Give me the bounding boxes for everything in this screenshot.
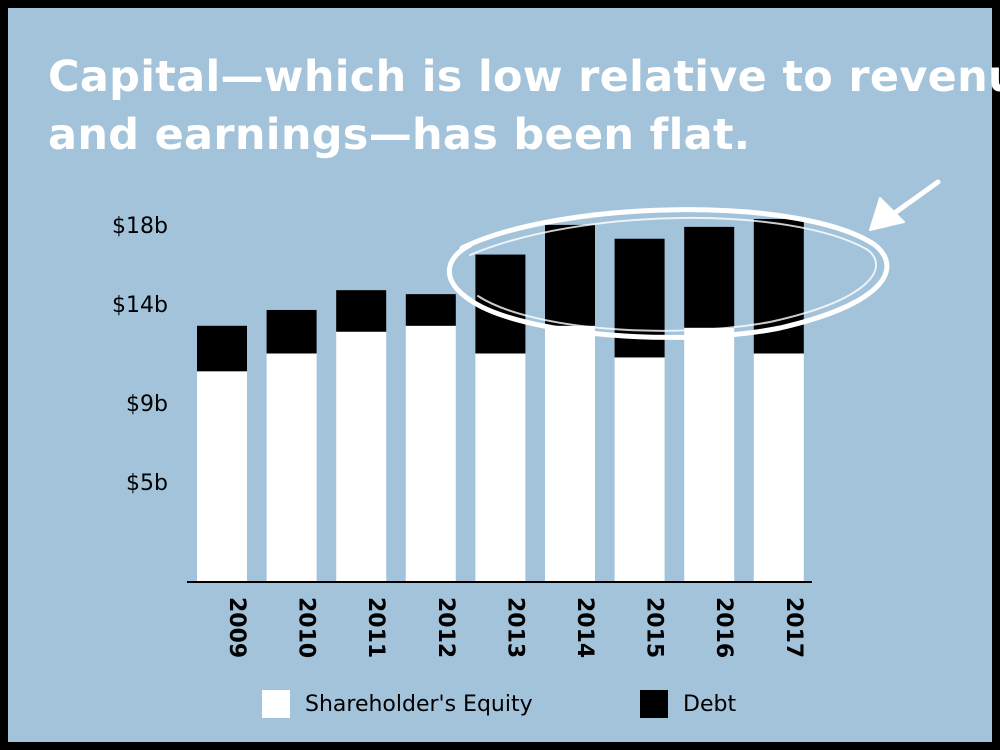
x-tick-label-2015: 2015 <box>642 597 667 658</box>
x-tick-label-2013: 2013 <box>502 597 527 658</box>
x-tick-label-2017: 2017 <box>781 597 806 658</box>
x-tick-label-2012: 2012 <box>433 597 458 658</box>
bar-equity-2010 <box>266 353 317 581</box>
chart-title-line-1: Capital—which is low relative to revenue <box>48 52 1000 102</box>
bar-debt-2010 <box>266 309 317 354</box>
y-tick-labels: $5b $9b $14b $18b <box>112 214 168 496</box>
bar-equity-2009 <box>197 371 247 581</box>
bar-equity-2017 <box>753 353 804 581</box>
bar-debt-2013 <box>475 254 526 354</box>
legend-item-debt: Debt <box>640 690 736 718</box>
bar-debt-2009 <box>197 325 247 372</box>
legend-label-equity: Shareholder's Equity <box>305 691 533 717</box>
chart-title-line-2: and earnings—has been flat. <box>48 110 751 160</box>
legend-swatch-equity <box>262 690 290 718</box>
legend-swatch-debt <box>640 690 668 718</box>
legend-label-debt: Debt <box>683 691 737 717</box>
x-tick-label-2009: 2009 <box>224 597 249 658</box>
highlight-annotation <box>446 179 941 340</box>
arrow-head <box>869 197 905 231</box>
y-tick-label-5b: $5b <box>126 471 168 496</box>
y-tick-label-9b: $9b <box>126 392 168 417</box>
bar-equity-2016 <box>684 327 735 581</box>
y-tick-label-14b: $14b <box>112 293 168 318</box>
bar-debt-2014 <box>545 224 595 326</box>
bar-equity-2011 <box>336 331 387 581</box>
y-tick-label-18b: $18b <box>112 214 168 239</box>
x-tick-label-2011: 2011 <box>363 597 388 658</box>
x-tick-label-2010: 2010 <box>294 597 319 658</box>
x-tick-labels: 2009 2010 2011 2012 2013 2014 2015 2016 2017 <box>224 597 806 658</box>
highlight-circle <box>446 207 890 340</box>
legend: Shareholder's Equity Debt <box>0 690 1000 730</box>
chart-title: Capital—which is low relative to revenue… <box>48 48 1000 164</box>
bar-equity-2014 <box>545 325 595 581</box>
x-tick-label-2016: 2016 <box>711 597 736 658</box>
bar-equity-2013 <box>475 353 526 581</box>
bar-debt-2012 <box>405 294 456 326</box>
bar-debt-2016 <box>684 226 735 328</box>
bar-debt-2011 <box>336 290 387 332</box>
bars-group <box>197 218 804 581</box>
bar-equity-2012 <box>405 325 456 581</box>
bar-equity-2015 <box>614 357 665 581</box>
x-tick-label-2014: 2014 <box>572 597 597 658</box>
highlight-circle-stroke-2 <box>469 216 878 332</box>
legend-item-equity: Shareholder's Equity <box>262 690 533 718</box>
